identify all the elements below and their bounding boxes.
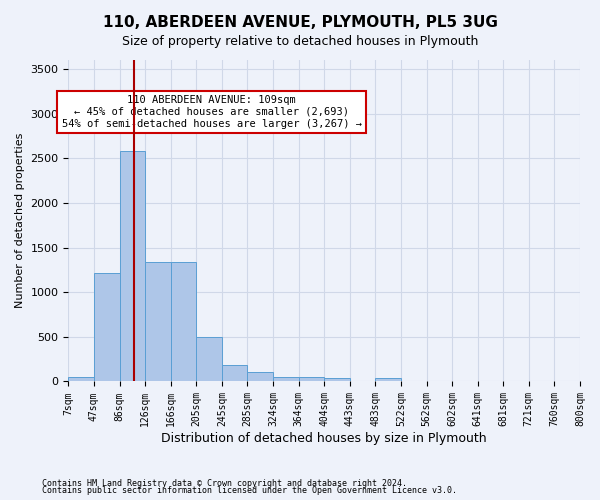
Bar (94, 272, 119, 382)
Text: Size of property relative to detached houses in Plymouth: Size of property relative to detached ho… (122, 35, 478, 48)
Bar (119, 151, 145, 382)
Bar (222, 364, 247, 382)
Bar (196, 337, 222, 382)
Bar (68, 377, 94, 382)
Bar (324, 378, 350, 382)
Bar (376, 378, 401, 382)
Text: 110, ABERDEEN AVENUE, PLYMOUTH, PL5 3UG: 110, ABERDEEN AVENUE, PLYMOUTH, PL5 3UG (103, 15, 497, 30)
Text: 110 ABERDEEN AVENUE: 109sqm
← 45% of detached houses are smaller (2,693)
54% of : 110 ABERDEEN AVENUE: 109sqm ← 45% of det… (62, 96, 362, 128)
Y-axis label: Number of detached properties: Number of detached properties (15, 133, 25, 308)
Bar (145, 262, 171, 382)
Bar (247, 372, 273, 382)
Bar (273, 377, 299, 382)
Bar (299, 377, 324, 382)
Bar (171, 262, 196, 382)
Text: Contains HM Land Registry data © Crown copyright and database right 2024.: Contains HM Land Registry data © Crown c… (42, 478, 407, 488)
X-axis label: Distribution of detached houses by size in Plymouth: Distribution of detached houses by size … (161, 432, 487, 445)
Text: Contains public sector information licensed under the Open Government Licence v3: Contains public sector information licen… (42, 486, 457, 495)
